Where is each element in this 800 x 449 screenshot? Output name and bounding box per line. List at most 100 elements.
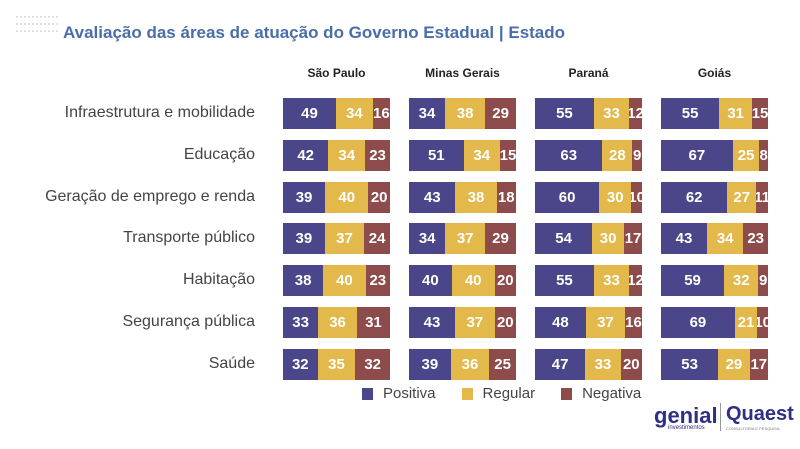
bar-negativa: 23 — [365, 140, 390, 171]
bar-negativa: 10 — [757, 307, 768, 338]
bar-regular: 33 — [585, 349, 621, 380]
category-label: Geração de emprego e renda — [45, 188, 255, 205]
bar-regular: 40 — [451, 265, 495, 296]
bar-negativa: 32 — [355, 349, 390, 380]
bar-regular: 35 — [317, 349, 356, 380]
bar-negativa: 17 — [749, 349, 768, 380]
bar-positiva: 55 — [661, 98, 720, 129]
bar-negativa: 23 — [365, 265, 390, 296]
bar-positiva: 63 — [535, 140, 603, 171]
bar-regular: 34 — [707, 223, 744, 254]
bar-positiva: 34 — [409, 223, 446, 254]
category-label: Habitação — [182, 271, 255, 288]
bar-negativa: 29 — [485, 98, 516, 129]
legend-positiva: Positiva — [362, 385, 436, 402]
bar-negativa: 8 — [759, 140, 768, 171]
bar-regular: 34 — [335, 98, 373, 129]
chart-title: Avaliação das áreas de atuação do Govern… — [63, 23, 566, 42]
legend-label: Regular — [482, 385, 536, 402]
legend-label: Negativa — [582, 385, 642, 402]
bar-regular: 38 — [455, 182, 497, 213]
legend-regular: Regular — [461, 385, 536, 402]
bar-negativa: 25 — [489, 349, 516, 380]
bar-positiva: 32 — [283, 349, 318, 380]
bar-regular: 37 — [324, 223, 365, 254]
bar-positiva: 62 — [661, 182, 728, 213]
bar-regular: 37 — [455, 307, 495, 338]
bar-regular: 37 — [445, 223, 485, 254]
bar-negativa: 16 — [625, 307, 642, 338]
bar-positiva: 47 — [535, 349, 586, 380]
legend: Positiva Regular Negativa — [362, 385, 641, 402]
bar-negativa: 24 — [364, 223, 390, 254]
panel-title: São Paulo — [307, 66, 366, 80]
bar-regular: 25 — [732, 140, 760, 171]
bar-regular: 28 — [602, 140, 633, 171]
bar-regular: 37 — [585, 307, 626, 338]
bar-negativa: 31 — [356, 307, 390, 338]
bar-regular: 21 — [734, 307, 758, 338]
quaest-logo: Quaest CONSULTORIA E PESQUISA — [720, 403, 794, 431]
bar-negativa: 17 — [623, 223, 642, 254]
category-label: Segurança pública — [122, 313, 255, 330]
bar-regular: 36 — [450, 349, 490, 380]
bar-positiva: 43 — [661, 223, 707, 254]
bar-regular: 34 — [463, 140, 500, 171]
bar-regular: 40 — [325, 182, 369, 213]
bar-positiva: 38 — [283, 265, 324, 296]
bar-positiva: 67 — [661, 140, 733, 171]
bar-regular: 29 — [718, 349, 750, 380]
bar-negativa: 15 — [752, 98, 768, 129]
bar-negativa: 20 — [494, 265, 516, 296]
bar-positiva: 48 — [535, 307, 586, 338]
bar-positiva: 42 — [283, 140, 329, 171]
bar-negativa: 20 — [620, 349, 642, 380]
panel-title: Paraná — [568, 66, 609, 80]
category-label: Educação — [183, 146, 255, 163]
decorative-dots — [16, 16, 60, 36]
bar-positiva: 39 — [283, 223, 325, 254]
legend-swatch — [561, 387, 573, 400]
bar-regular: 31 — [719, 98, 753, 129]
bar-negativa: 29 — [484, 223, 516, 254]
bar-positiva: 51 — [409, 140, 464, 171]
bar-positiva: 53 — [661, 349, 719, 380]
bar-negativa: 20 — [494, 307, 516, 338]
bar-regular: 36 — [318, 307, 357, 338]
panel-title: Goiás — [697, 66, 732, 80]
bar-regular: 30 — [592, 223, 624, 254]
bar-negativa: 9 — [632, 140, 642, 171]
bar-positiva: 55 — [535, 265, 594, 296]
bar-negativa: 16 — [372, 98, 390, 129]
genial-logo: genial investimentos — [654, 403, 718, 431]
bar-positiva: 69 — [661, 307, 735, 338]
bar-positiva: 59 — [661, 265, 725, 296]
bar-negativa: 23 — [743, 223, 768, 254]
bar-regular: 33 — [593, 98, 630, 129]
bar-positiva: 43 — [409, 182, 456, 213]
bar-negativa: 15 — [499, 140, 516, 171]
category-label: Saúde — [208, 355, 255, 372]
legend-negativa: Negativa — [561, 385, 641, 402]
panel-title: Minas Gerais — [425, 66, 500, 80]
bar-regular: 32 — [724, 265, 759, 296]
bar-negativa: 18 — [496, 182, 516, 213]
bar-negativa: 20 — [368, 182, 390, 213]
legend-label: Positiva — [383, 385, 436, 402]
bar-regular: 27 — [727, 182, 757, 213]
bar-positiva: 33 — [283, 307, 319, 338]
category-label: Transporte público — [123, 229, 255, 246]
legend-swatch — [362, 387, 373, 400]
bar-negativa: 11 — [756, 182, 768, 213]
bar-positiva: 60 — [535, 182, 600, 213]
bar-regular: 33 — [593, 265, 630, 296]
bar-regular: 40 — [323, 265, 366, 296]
bar-negativa: 10 — [631, 182, 642, 213]
bar-positiva: 39 — [409, 349, 451, 380]
bar-negativa: 12 — [629, 265, 642, 296]
bar-positiva: 49 — [283, 98, 336, 129]
bar-positiva: 40 — [409, 265, 452, 296]
bar-negativa: 12 — [629, 98, 642, 129]
bar-regular: 34 — [328, 140, 366, 171]
bar-negativa: 9 — [758, 265, 768, 296]
